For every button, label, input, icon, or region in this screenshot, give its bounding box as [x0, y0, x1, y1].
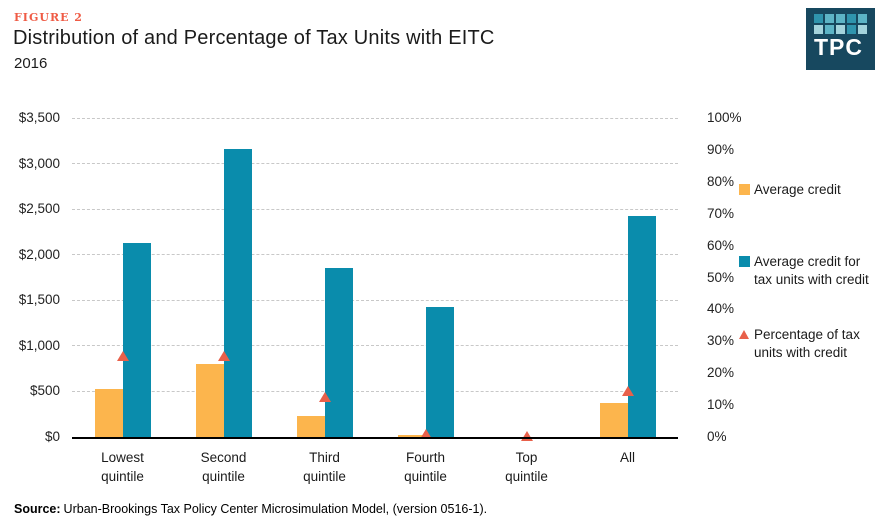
- right-axis-tick: 100%: [707, 110, 742, 125]
- bar-average-credit: [195, 364, 224, 437]
- bar-average-credit: [296, 416, 325, 437]
- gridline: [72, 345, 678, 347]
- chart-title: Distribution of and Percentage of Tax Un…: [13, 27, 495, 49]
- x-axis-category-label: All: [619, 450, 635, 465]
- gridline: [72, 254, 678, 256]
- red-triangle-icon: [739, 330, 749, 339]
- left-axis-tick: $2,500: [18, 201, 60, 217]
- gridline: [72, 163, 678, 165]
- logo-square-icon: [858, 25, 867, 34]
- logo-square-icon: [836, 25, 845, 34]
- marker-percentage-with-credit: [116, 350, 129, 361]
- source-note: Source: Urban-Brookings Tax Policy Center…: [14, 502, 487, 516]
- legend-item-average-credit-with-credit: Average credit for tax units with credit: [739, 253, 872, 289]
- logo-square-icon: [836, 14, 845, 23]
- legend-item-average-credit: Average credit: [739, 181, 872, 199]
- left-axis-tick: $0: [44, 429, 60, 444]
- x-axis-category-label: Third quintile: [303, 450, 346, 484]
- bar-average-credit-with-credit: [122, 242, 151, 437]
- left-axis-tick: $3,500: [18, 110, 60, 125]
- left-axis-tick: $3,000: [18, 155, 60, 171]
- left-axis-tick: $1,000: [18, 337, 60, 353]
- right-axis-tick: 0%: [707, 429, 727, 444]
- marker-percentage-with-credit: [520, 431, 533, 442]
- bar-average-credit-with-credit: [324, 268, 353, 437]
- gridline: [72, 117, 678, 119]
- gridline: [72, 208, 678, 210]
- tpc-logo-text: TPC: [814, 34, 863, 60]
- x-axis-category-label: Fourth quintile: [404, 450, 447, 484]
- source-label: Source:: [14, 502, 61, 516]
- gridline: [72, 390, 678, 392]
- legend-item-percentage-with-credit: Percentage of tax units with credit: [739, 326, 872, 362]
- x-axis-category-label: Top quintile: [505, 450, 548, 484]
- bar-average-credit: [94, 388, 123, 437]
- bar-average-credit: [397, 435, 426, 437]
- legend-label: Average credit for tax units with credit: [754, 254, 869, 287]
- right-axis-tick: 10%: [707, 397, 735, 413]
- logo-square-icon: [814, 14, 823, 23]
- x-axis-category-label: Lowest quintile: [101, 450, 144, 484]
- orange-square-icon: [739, 184, 750, 195]
- left-axis-tick: $1,500: [18, 292, 60, 308]
- right-axis-tick: 70%: [707, 205, 735, 221]
- right-axis-tick: 20%: [707, 365, 735, 381]
- left-axis-tick: $500: [29, 383, 60, 399]
- x-axis-line: [72, 437, 678, 439]
- logo-square-icon: [847, 14, 856, 23]
- right-axis-tick: 50%: [707, 269, 735, 285]
- tpc-logo-grid-icon: [814, 14, 875, 34]
- bar-average-credit: [599, 403, 628, 437]
- marker-percentage-with-credit: [621, 385, 634, 396]
- right-axis-tick: 30%: [707, 333, 735, 349]
- marker-percentage-with-credit: [318, 392, 331, 403]
- left-axis-tick: $2,000: [18, 246, 60, 262]
- figure-number-label: FIGURE 2: [14, 11, 83, 24]
- source-text: Urban-Brookings Tax Policy Center Micros…: [63, 502, 488, 516]
- marker-percentage-with-credit: [419, 428, 432, 439]
- right-axis-tick: 60%: [707, 237, 735, 253]
- logo-square-icon: [825, 25, 834, 34]
- marker-percentage-with-credit: [217, 350, 230, 361]
- logo-square-icon: [814, 25, 823, 34]
- bar-average-credit-with-credit: [223, 148, 252, 437]
- tpc-logo: TPC: [806, 8, 875, 70]
- gridline: [72, 299, 678, 301]
- x-axis-category-label: Second quintile: [200, 450, 247, 484]
- right-axis-tick: 90%: [707, 141, 735, 157]
- logo-square-icon: [847, 25, 856, 34]
- bar-average-credit-with-credit: [627, 216, 656, 437]
- logo-square-icon: [858, 14, 867, 23]
- legend-label: Percentage of tax units with credit: [754, 327, 860, 360]
- right-axis-tick: 40%: [707, 301, 735, 317]
- legend-label: Average credit: [754, 182, 841, 197]
- logo-square-icon: [825, 14, 834, 23]
- right-axis-tick: 80%: [707, 173, 735, 189]
- teal-square-icon: [739, 256, 750, 267]
- bar-average-credit-with-credit: [425, 306, 454, 437]
- chart-subtitle: 2016: [14, 55, 48, 72]
